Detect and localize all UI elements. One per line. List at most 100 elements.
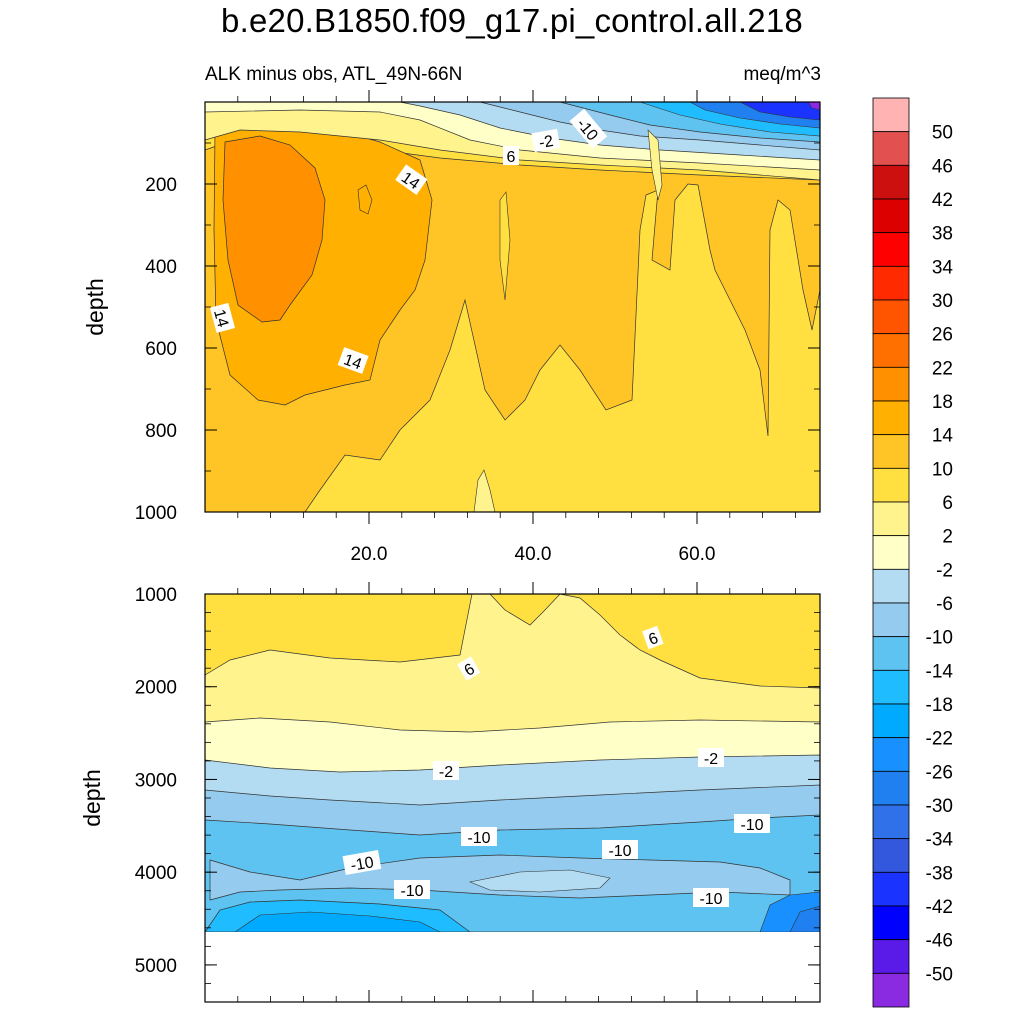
colorbar-swatch — [872, 568, 910, 604]
upper-band-6-10-streak — [499, 191, 511, 301]
contour-label-box — [395, 164, 428, 195]
upper-xtick-label: 40.0 — [515, 544, 552, 565]
colorbar-level-label: 10 — [932, 459, 953, 480]
colorbar-swatch — [872, 400, 910, 436]
lower-ytick-label: 1000 — [135, 585, 177, 606]
colorbar-swatch — [872, 737, 910, 772]
contour-label-box — [342, 850, 382, 875]
colorbar-level-label: 42 — [932, 190, 953, 211]
contour-label-box — [698, 748, 724, 767]
contour-label-text: -10 — [608, 843, 631, 860]
contour-label-box — [457, 656, 481, 681]
upper-ylabel: depth — [82, 278, 108, 336]
colorbar-level-label: 34 — [932, 257, 954, 278]
contour-label-text: 14 — [341, 351, 364, 373]
colorbar-swatch — [872, 636, 910, 671]
colorbar-swatch — [872, 265, 910, 301]
contour-label-text: -10 — [349, 854, 375, 875]
upper-ytick-label: 600 — [145, 339, 177, 360]
contour-label: -10 — [342, 850, 382, 875]
colorbar-level-label: -2 — [936, 560, 953, 581]
lower-ylabel: depth — [79, 769, 105, 827]
contour-label: 6 — [642, 625, 664, 650]
colorbar-swatch — [872, 198, 910, 234]
contour-label-box — [503, 146, 519, 165]
upper-ytick-label: 800 — [145, 421, 177, 442]
contour-label-box — [461, 827, 497, 846]
colorbar-swatch — [872, 299, 910, 335]
lower-panel: 1000 2000 3000 4000 5000 depth 6 6 -2 -2 -10 -10 -1… — [79, 582, 821, 1003]
colorbar-swatch — [872, 905, 910, 941]
contour-label: -10 — [693, 888, 729, 908]
upper-xtick-label: 20.0 — [351, 544, 388, 565]
lower-ytick-label: 5000 — [135, 956, 177, 977]
contour-label: -2 — [698, 748, 724, 768]
chart-subtitle: ALK minus obs, ATL_49N-66N — [205, 64, 463, 85]
colorbar-swatch — [872, 703, 910, 739]
contour-label: 14 — [209, 302, 236, 333]
colorbar-level-label: 14 — [932, 426, 954, 447]
contour-label-box — [337, 347, 369, 374]
contour-label-text: -2 — [439, 764, 453, 781]
colorbar-level-label: 50 — [932, 123, 953, 144]
lower-contour-labels: 6 6 -2 -2 -10 -10 -10 -10 -10 -10 — [342, 625, 770, 908]
upper-ytick-label: 1000 — [135, 503, 177, 524]
colorbar-swatch — [872, 434, 910, 469]
contour-label: -10 — [734, 814, 770, 834]
colorbar-level-label: -42 — [926, 897, 953, 918]
upper-ytick-label: 400 — [145, 257, 177, 278]
colorbar: 50 46 42 38 34 30 26 22 18 14 10 6 2 -2 -6 -10 -14 -18 -22… — [872, 97, 954, 1008]
colorbar-level-label: 2 — [942, 527, 953, 548]
lower-no-data-region — [205, 932, 820, 1002]
colorbar-swatch — [872, 939, 910, 974]
colorbar-swatch — [872, 232, 910, 267]
contour-label: -2 — [433, 761, 459, 781]
colorbar-level-label: -50 — [926, 964, 953, 985]
upper-axes: 200 400 600 800 1000 20.0 40.0 60.0 depth — [82, 90, 820, 565]
contour-label-box — [569, 108, 608, 149]
colorbar-swatch — [872, 467, 910, 503]
colorbar-level-label: -38 — [926, 863, 953, 884]
colorbar-level-label: 6 — [942, 493, 953, 514]
colorbar-swatch — [872, 804, 910, 840]
contour-label: -2 — [531, 128, 561, 153]
contour-label: 6 — [503, 146, 519, 166]
colorbar-level-label: 18 — [932, 392, 953, 413]
contour-label-box — [531, 128, 561, 153]
contour-label-text: -2 — [538, 133, 555, 152]
contour-label-text: -10 — [467, 830, 490, 847]
contour-label-text: -10 — [699, 891, 722, 908]
colorbar-level-label: 46 — [932, 156, 953, 177]
colorbar-swatch — [872, 501, 910, 537]
contour-label-box — [602, 840, 638, 859]
contour-label: -10 — [394, 880, 430, 900]
contour-label-box — [693, 888, 729, 907]
colorbar-swatch — [872, 770, 910, 806]
colorbar-level-label: -26 — [926, 762, 953, 783]
colorbar-swatch — [872, 131, 910, 166]
lower-ytick-label: 2000 — [135, 678, 177, 699]
colorbar-level-label: -22 — [926, 729, 953, 750]
contour-label-text: -10 — [400, 883, 423, 900]
colorbar-level-label: -14 — [926, 661, 954, 682]
colorbar-level-label: 38 — [932, 224, 953, 245]
lower-band-neg6-neg2-lens — [468, 869, 611, 893]
contour-label: -10 — [602, 840, 638, 860]
colorbar-level-label: 30 — [932, 291, 953, 312]
colorbar-level-label: -18 — [926, 695, 953, 716]
colorbar-level-label: 22 — [932, 358, 953, 379]
contour-label-box — [433, 761, 459, 780]
contour-label-box — [209, 302, 236, 333]
colorbar-level-label: -34 — [926, 830, 954, 851]
contour-label-text: -10 — [740, 817, 763, 834]
colorbar-swatch — [872, 602, 910, 638]
contour-label: 6 — [457, 656, 481, 681]
contour-label-box — [642, 625, 664, 650]
colorbar-level-label: -10 — [926, 628, 953, 649]
upper-xtick-label: 60.0 — [679, 544, 716, 565]
colorbar-swatch — [872, 669, 910, 705]
colorbar-swatch — [872, 535, 910, 570]
upper-band-14-18-patch — [357, 184, 373, 215]
colorbar-swatch — [872, 838, 910, 873]
